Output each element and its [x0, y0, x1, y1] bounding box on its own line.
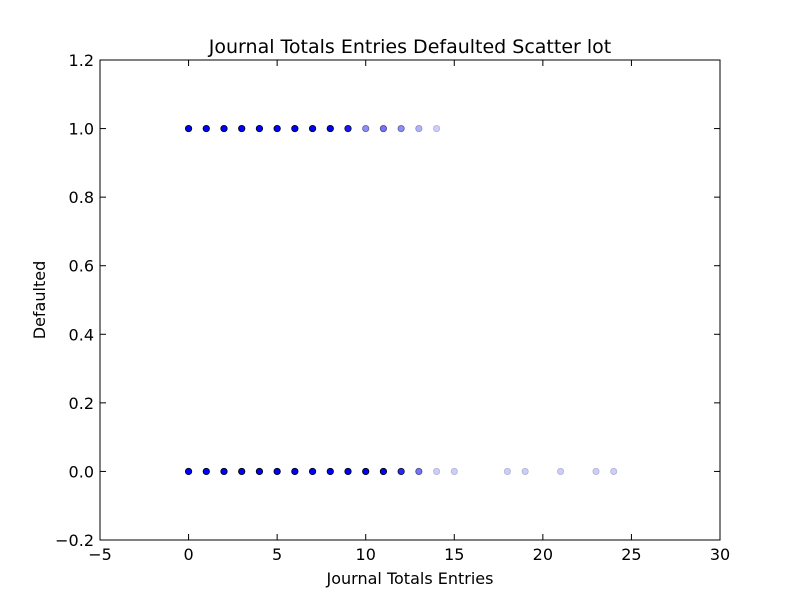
scatter-point — [273, 124, 281, 133]
scatter-point — [344, 124, 352, 133]
x-tick-label: 10 — [356, 545, 376, 564]
y-tick-label: 0.0 — [69, 462, 94, 481]
scatter-point — [556, 467, 565, 476]
scatter-point — [415, 467, 423, 476]
scatter-point — [397, 124, 405, 133]
scatter-point — [432, 467, 441, 476]
x-tick-label: 30 — [710, 545, 730, 564]
plot-frame — [99, 59, 721, 541]
scatter-point — [273, 467, 281, 476]
x-tick-label: 15 — [444, 545, 464, 564]
scatter-point — [291, 124, 299, 133]
scatter-point — [202, 467, 210, 476]
x-tick-label: 20 — [533, 545, 553, 564]
x-tick-label: −5 — [88, 545, 112, 564]
scatter-point — [255, 467, 264, 476]
scatter-point — [397, 467, 405, 476]
x-tick-label: 25 — [621, 545, 641, 564]
scatter-point — [308, 467, 317, 476]
scatter-point — [450, 467, 458, 476]
scatter-point — [415, 124, 423, 133]
scatter-point — [326, 467, 334, 476]
scatter-point — [202, 124, 210, 133]
y-tick-label: 0.6 — [69, 257, 94, 276]
scatter-point — [326, 124, 334, 133]
scatter-point — [503, 467, 512, 476]
scatter-point — [220, 124, 228, 133]
y-tick-label: −0.2 — [55, 531, 94, 550]
points-layer — [184, 124, 618, 476]
scatter-point — [220, 467, 228, 476]
x-tick-label: 0 — [183, 545, 193, 564]
scatter-point — [362, 467, 370, 476]
scatter-point — [592, 467, 600, 476]
ticks-layer: −5 0 5 10 15 20 25 30 −0.2 0.0 0.2 0.4 0.6 0.8 1.0 1.2 — [55, 51, 730, 564]
y-tick-label: 1.2 — [69, 51, 94, 70]
scatter-point — [255, 124, 264, 133]
scatter-point — [432, 124, 441, 133]
scatter-point — [238, 124, 246, 133]
x-axis-label: Journal Totals Entries — [326, 569, 494, 588]
scatter-point — [379, 124, 388, 133]
scatter-point — [610, 467, 618, 476]
y-tick-label: 0.8 — [69, 188, 94, 207]
y-axis-label: Defaulted — [30, 261, 49, 339]
scatter-point — [238, 467, 246, 476]
scatter-point — [344, 467, 352, 476]
y-tick-label: 1.0 — [69, 120, 94, 139]
chart-title: Journal Totals Entries Defaulted Scatter… — [208, 36, 611, 58]
scatter-point — [184, 467, 193, 476]
scatter-point — [379, 467, 388, 476]
scatter-point — [184, 124, 193, 133]
scatter-point — [521, 467, 529, 476]
scatter-point — [291, 467, 299, 476]
scatter-point — [362, 124, 370, 133]
y-tick-label: 0.4 — [69, 325, 94, 344]
y-tick-label: 0.2 — [69, 394, 94, 413]
scatter-point — [308, 124, 317, 133]
x-tick-label: 5 — [272, 545, 282, 564]
